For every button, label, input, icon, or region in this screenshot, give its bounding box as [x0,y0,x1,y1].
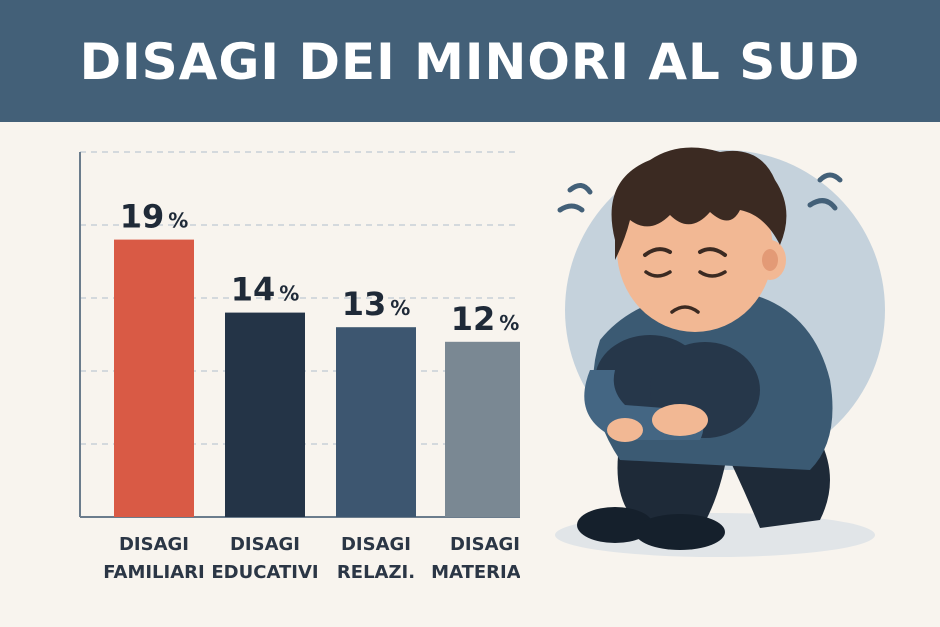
bar [225,312,305,517]
bar [336,327,416,517]
bar-chart: 19 % DISAGI FAMILIARI 14 % DISAGI EDUCATIVI 13 % D… [79,151,520,583]
tick-label: DISAGI [450,534,520,555]
data-label: 13% [342,285,411,323]
page-title: DISAGI DEI MINORI AL SUD [79,33,861,91]
data-label: 12% [451,300,520,338]
tick-label: DISAGI [119,534,189,555]
tick-label: RELAZI. [337,562,415,583]
sad-child-icon [555,147,885,557]
tick-label: FAMILIARI [103,562,204,583]
tick-label: MATERIALI [431,562,520,583]
data-label: 14% [231,271,300,309]
bar [445,341,520,517]
data-label: 19% [120,198,189,236]
bar [114,239,194,517]
tick-label: DISAGI [341,534,411,555]
tick-label: EDUCATIVI [211,562,318,583]
header-banner: DISAGI DEI MINORI AL SUD [0,0,940,122]
tick-label: DISAGI [230,534,300,555]
